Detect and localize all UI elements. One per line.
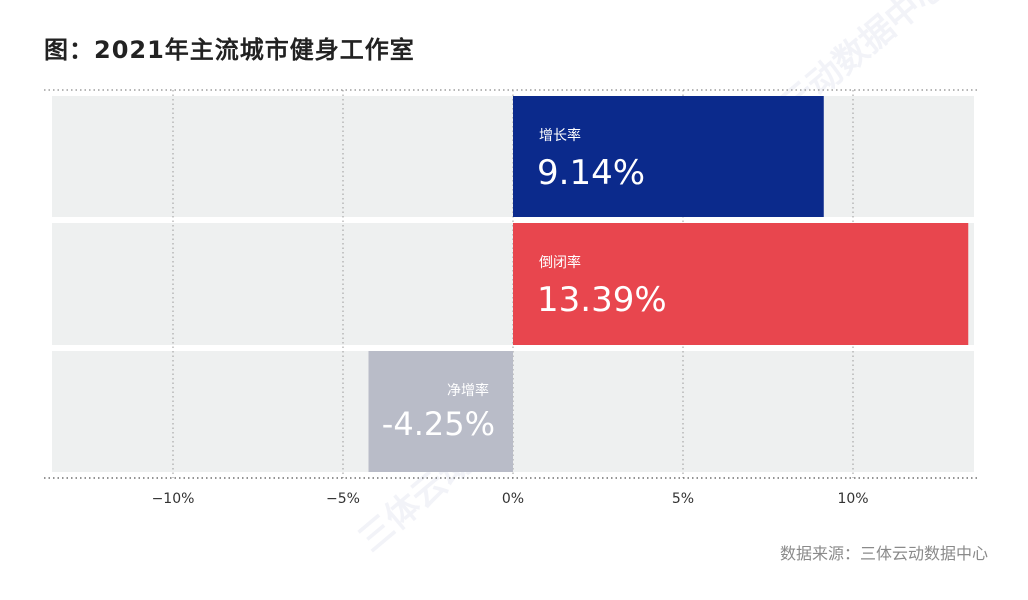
x-tick-label: −10% bbox=[152, 491, 195, 507]
x-tick-label: 10% bbox=[837, 491, 868, 507]
x-tick-label: −5% bbox=[326, 491, 360, 507]
x-tick-label: 5% bbox=[672, 491, 694, 507]
bar-category-label: 倒闭率 bbox=[539, 254, 581, 271]
data-source: 数据来源：三体云动数据中心 bbox=[779, 544, 988, 563]
bar bbox=[513, 96, 824, 217]
bar bbox=[513, 223, 969, 345]
x-tick-label: 0% bbox=[502, 491, 524, 507]
bar-value-label: 9.14% bbox=[537, 153, 645, 193]
chart-title: 图：2021年主流城市健身工作室 bbox=[44, 36, 415, 64]
bar-value-label: -4.25% bbox=[382, 405, 495, 443]
bar bbox=[368, 351, 513, 472]
bar-category-label: 增长率 bbox=[539, 127, 581, 144]
bar-value-label: 13.39% bbox=[537, 280, 667, 320]
bar-category-label: 净增率 bbox=[447, 382, 489, 399]
